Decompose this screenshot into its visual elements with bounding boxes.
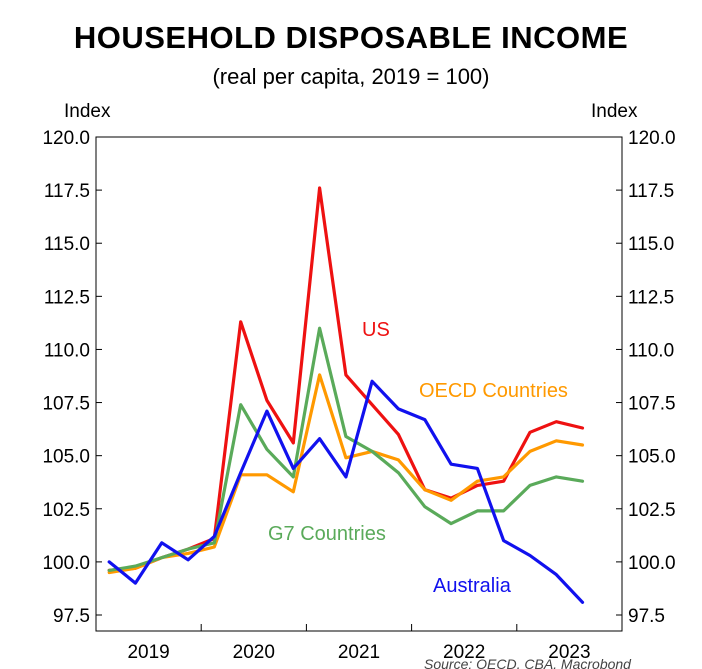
chart-subtitle: (real per capita, 2019 = 100) (212, 64, 490, 89)
y-tick-label-left: 117.5 (44, 181, 90, 202)
y-tick-label-left: 107.5 (42, 394, 90, 415)
y-tick-label-right: 107.5 (628, 394, 676, 415)
y-tick-label-right: 105.0 (628, 447, 676, 468)
x-tick-label: 2019 (127, 642, 169, 663)
x-tick-label: 2023 (548, 642, 590, 663)
series-label-g7: G7 Countries (268, 523, 386, 545)
y-tick-label-left: 102.5 (42, 500, 90, 521)
x-tick-label: 2020 (233, 642, 275, 663)
y-tick-label-right: 110.0 (628, 340, 674, 361)
series-line-australia (107, 379, 585, 604)
y-tick-label-right: 117.5 (628, 181, 674, 202)
y-tick-label-right: 97.5 (628, 606, 665, 627)
x-tick-label: 2022 (443, 642, 485, 663)
y-tick-label-right: 120.0 (628, 128, 676, 149)
y-tick-label-left: 110.0 (44, 340, 90, 361)
series-label-oecd: OECD Countries (419, 380, 568, 402)
y-tick-label-left: 97.5 (53, 606, 90, 627)
y-axis-title-right: Index (591, 101, 638, 122)
y-tick-label-left: 112.5 (44, 287, 90, 308)
y-tick-label-left: 120.0 (42, 128, 90, 149)
x-tick-label: 2021 (338, 642, 380, 663)
series-line-oecd-countries (107, 373, 585, 575)
y-tick-label-left: 105.0 (42, 447, 90, 468)
y-tick-label-right: 112.5 (628, 287, 674, 308)
y-axis-title-left: Index (64, 101, 111, 122)
y-tick-label-right: 115.0 (628, 234, 674, 255)
plot-area (95, 136, 623, 632)
series-line-g7-countries (107, 326, 585, 573)
y-tick-label-right: 100.0 (628, 553, 676, 574)
y-tick-label-right: 102.5 (628, 500, 676, 521)
chart-title: HOUSEHOLD DISPOSABLE INCOME (73, 20, 629, 55)
y-tick-label-left: 115.0 (44, 234, 90, 255)
source-note: Source: OECD, CBA, Macrobond (424, 656, 632, 669)
series-label-us: US (362, 319, 390, 341)
y-tick-label-left: 100.0 (42, 553, 90, 574)
series-label-australia: Australia (433, 575, 512, 597)
